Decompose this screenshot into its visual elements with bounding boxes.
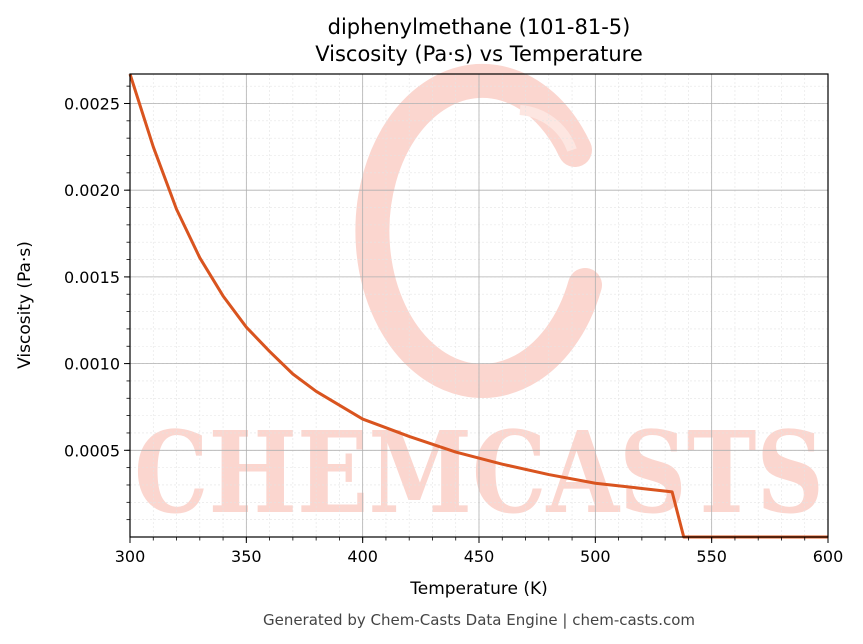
x-tick-label: 350 bbox=[231, 547, 262, 566]
watermark-logo bbox=[355, 63, 602, 398]
x-tick-label: 300 bbox=[115, 547, 146, 566]
y-axis: 0.0005 0.0010 0.0015 0.0020 0.0025 bbox=[64, 85, 130, 521]
y-tick-label: 0.0005 bbox=[64, 441, 120, 460]
x-tick-label: 450 bbox=[464, 547, 495, 566]
x-axis: 300 350 400 450 500 550 600 bbox=[115, 537, 844, 566]
y-tick-label: 0.0025 bbox=[64, 94, 120, 113]
y-tick-label: 0.0015 bbox=[64, 268, 120, 287]
x-tick-label: 550 bbox=[696, 547, 727, 566]
footer-credit: Generated by Chem-Casts Data Engine | ch… bbox=[263, 611, 695, 629]
x-axis-label: Temperature (K) bbox=[409, 579, 548, 599]
chart-title-line2: Viscosity (Pa·s) vs Temperature bbox=[315, 42, 643, 66]
y-tick-label: 0.0010 bbox=[64, 355, 120, 374]
chart-title-line1: diphenylmethane (101-81-5) bbox=[328, 15, 631, 39]
y-tick-label: 0.0020 bbox=[64, 181, 120, 200]
y-axis-label: Viscosity (Pa·s) bbox=[15, 241, 35, 369]
x-tick-label: 400 bbox=[347, 547, 378, 566]
x-tick-label: 500 bbox=[580, 547, 611, 566]
x-tick-label: 600 bbox=[813, 547, 844, 566]
